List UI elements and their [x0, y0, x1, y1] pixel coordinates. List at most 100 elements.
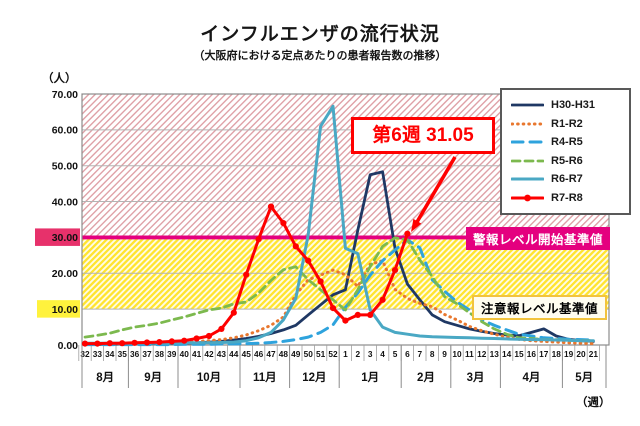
legend-swatch-R6-R7 [511, 177, 544, 181]
annotation-callout: 第6週 31.05 [351, 117, 495, 154]
y-tick-label: 0.00 [58, 340, 79, 352]
legend-item-R1-R2: R1-R2 [511, 115, 623, 134]
week-tick-label: 46 [254, 349, 264, 359]
series-marker-R7-R8 [292, 243, 299, 250]
series-marker-R7-R8 [404, 230, 411, 237]
week-tick-label: 14 [502, 349, 512, 359]
week-tick-label: 32 [80, 349, 90, 359]
legend-item-R7-R8: R7-R8 [511, 189, 623, 208]
legend-label: H30-H31 [551, 99, 596, 112]
y-tick-label: 70.00 [52, 89, 78, 101]
series-marker-R7-R8 [230, 309, 237, 316]
series-marker-R7-R8 [280, 220, 287, 227]
series-marker-R7-R8 [143, 339, 151, 346]
legend-label: R6-R7 [551, 173, 583, 186]
annotation-arrowhead [411, 218, 422, 232]
week-tick-label: 49 [291, 349, 301, 359]
week-tick-label: 5 [393, 349, 398, 359]
plot-border [81, 93, 610, 346]
week-tick-label: 3 [368, 349, 373, 359]
week-tick-label: 2 [355, 349, 360, 359]
legend-item-R5-R6: R5-R6 [511, 152, 623, 171]
week-tick-label: 38 [155, 349, 165, 359]
week-tick-label: 34 [105, 349, 115, 359]
week-tick-label: 21 [589, 349, 599, 359]
week-tick-label: 44 [229, 349, 239, 359]
legend-label: R5-R6 [551, 154, 583, 167]
week-tick-label: 6 [405, 349, 410, 359]
month-label: 3月 [467, 371, 485, 384]
week-tick-label: 9 [442, 349, 447, 359]
week-tick-label: 51 [316, 349, 326, 359]
week-tick-label: 35 [118, 349, 128, 359]
series-marker-R7-R8 [119, 340, 126, 347]
series-marker-R7-R8 [342, 317, 349, 324]
week-tick-label: 7 [417, 349, 422, 359]
series-marker-R7-R8 [391, 267, 399, 274]
week-tick-label: 10 [452, 349, 462, 359]
week-tick-label: 19 [564, 349, 574, 359]
series-marker-R7-R8 [94, 340, 101, 347]
legend-swatch-R5-R6 [511, 159, 544, 163]
annotation-arrow [415, 156, 457, 223]
week-tick-label: 48 [279, 349, 289, 359]
series-marker-R7-R8 [329, 305, 337, 312]
series-marker-R7-R8 [131, 339, 138, 346]
y-tick-label: 60.00 [52, 125, 78, 137]
week-tick-label: 33 [93, 349, 103, 359]
chart-legend: H30-H31 R1-R2 R4-R5 R5-R6 R6-R7 [500, 88, 631, 215]
series-marker-R7-R8 [379, 296, 386, 303]
week-tick-label: 8 [430, 349, 435, 359]
week-tick-label: 13 [490, 349, 500, 359]
week-tick-label: 45 [242, 349, 252, 359]
series-marker-R7-R8 [156, 339, 163, 346]
week-tick-label: 20 [576, 349, 586, 359]
month-label: 5月 [575, 371, 593, 384]
week-tick-label: 37 [142, 349, 152, 359]
week-tick-label: 39 [167, 349, 177, 359]
series-marker-R7-R8 [106, 340, 113, 347]
week-tick-label: 4 [380, 349, 385, 359]
y-tick-label: 30.00 [52, 232, 78, 244]
week-tick-label: 1 [343, 349, 348, 359]
series-marker-R7-R8 [305, 257, 312, 264]
week-tick-label: 42 [204, 349, 214, 359]
week-tick-label: 50 [304, 349, 314, 359]
legend-item-R4-R5: R4-R5 [511, 133, 623, 152]
y-tick-label: 20.00 [52, 268, 78, 280]
month-label: 10月 [197, 371, 221, 384]
series-marker-R7-R8 [181, 337, 188, 344]
y-tick-label: 10.00 [52, 304, 78, 316]
legend-swatch-H30-H31 [511, 103, 544, 107]
week-tick-label: 15 [514, 349, 524, 359]
week-tick-label: 12 [477, 349, 487, 359]
legend-swatch-R1-R2 [511, 122, 544, 126]
x-axis-unit-label: （週） [576, 397, 611, 409]
legend-swatch-R4-R5 [511, 140, 544, 144]
week-tick-label: 16 [527, 349, 537, 359]
month-label: 2月 [417, 371, 435, 384]
month-label: 4月 [522, 371, 540, 384]
week-tick-label: 43 [217, 349, 227, 359]
series-marker-R7-R8 [354, 311, 361, 318]
alert-threshold-label: 警報レベル開始基準値 [466, 227, 611, 250]
y-tick-label: 40.00 [52, 196, 78, 208]
legend-item-H30-H31: H30-H31 [511, 96, 623, 115]
legend-label: R4-R5 [551, 136, 583, 149]
series-marker-R7-R8 [317, 278, 324, 285]
series-marker-R7-R8 [81, 340, 89, 347]
month-label: 11月 [253, 371, 277, 384]
month-label: 12月 [302, 371, 326, 384]
week-tick-label: 47 [266, 349, 276, 359]
month-label: 8月 [96, 371, 114, 384]
month-label: 9月 [144, 371, 162, 384]
y-axis-unit-label: （人） [42, 73, 77, 85]
series-marker-R7-R8 [267, 203, 275, 210]
caution-threshold-label: 注意報レベル基準値 [472, 295, 608, 320]
series-marker-R7-R8 [367, 311, 374, 318]
series-marker-R7-R8 [205, 332, 213, 340]
series-marker-R7-R8 [168, 338, 175, 345]
series-marker-R7-R8 [255, 236, 262, 243]
legend-swatch-R7-R8 [511, 194, 544, 202]
